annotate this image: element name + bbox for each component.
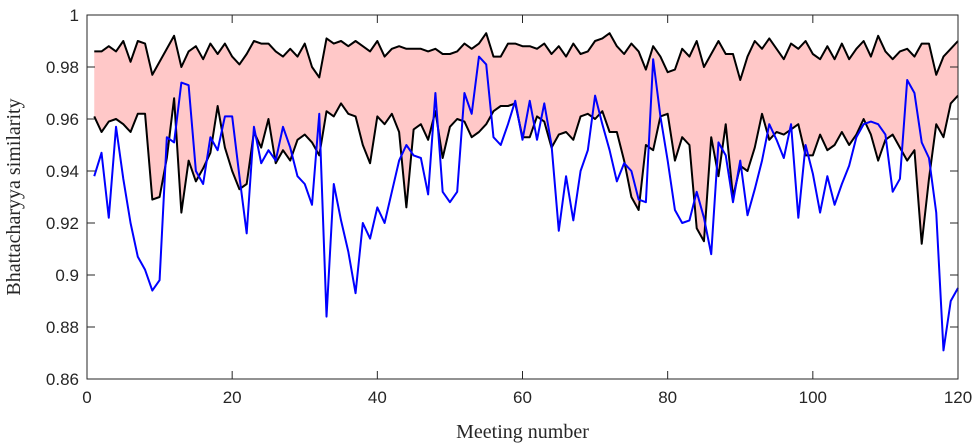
- y-tick-label: 0.94: [46, 162, 79, 181]
- y-tick-label: 0.92: [46, 214, 79, 233]
- x-tick-label: 120: [944, 388, 972, 407]
- tick-layer: 0 20 40 60 80 100 120 0.86 0.88 0.9 0.92 0.94 0.96 0.…: [46, 6, 972, 407]
- x-tick-label: 40: [368, 388, 387, 407]
- x-tick-label: 0: [82, 388, 91, 407]
- band-lower-line: [93, 94, 959, 245]
- x-tick-label: 80: [658, 388, 677, 407]
- y-tick-label: 0.86: [46, 370, 79, 389]
- x-axis-title: Meeting number: [456, 421, 589, 443]
- band-layer: [93, 32, 959, 245]
- y-tick-label: 1: [70, 6, 79, 25]
- x-tick-label: 60: [513, 388, 532, 407]
- y-axis-title: Bhattacharyya similarity: [3, 98, 25, 295]
- band-upper-line: [94, 32, 959, 81]
- band-fill: [94, 33, 958, 244]
- line-layer: [93, 55, 959, 352]
- y-tick-label: 0.88: [46, 318, 79, 337]
- y-tick-label: 0.96: [46, 110, 79, 129]
- x-tick-label: 100: [799, 388, 827, 407]
- series-line-0: [93, 55, 959, 352]
- y-tick-label: 0.98: [46, 58, 79, 77]
- y-tick-label: 0.9: [55, 266, 79, 285]
- x-tick-label: 20: [223, 388, 242, 407]
